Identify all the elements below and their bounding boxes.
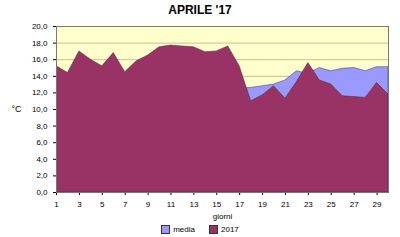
svg-text:14,0: 14,0 xyxy=(32,72,48,81)
svg-text:5: 5 xyxy=(100,200,105,209)
svg-text:27: 27 xyxy=(350,200,359,209)
svg-text:°C: °C xyxy=(11,104,22,114)
svg-text:11: 11 xyxy=(167,200,176,209)
svg-text:19: 19 xyxy=(258,200,267,209)
svg-text:29: 29 xyxy=(373,200,382,209)
svg-text:23: 23 xyxy=(304,200,313,209)
svg-text:7: 7 xyxy=(123,200,128,209)
html-text:media: media xyxy=(173,224,195,234)
svg-text:21: 21 xyxy=(281,200,290,209)
svg-text:18,0: 18,0 xyxy=(32,39,48,48)
svg-text:giorni: giorni xyxy=(213,212,233,221)
svg-text:1: 1 xyxy=(54,200,59,209)
svg-text:2,0: 2,0 xyxy=(36,171,48,180)
svg-text:17: 17 xyxy=(235,200,244,209)
svg-text:9: 9 xyxy=(146,200,151,209)
svg-text:0,0: 0,0 xyxy=(36,188,48,197)
svg-text:3: 3 xyxy=(77,200,82,209)
svg-text:4,0: 4,0 xyxy=(36,155,48,164)
svg-text:15: 15 xyxy=(212,200,221,209)
svg-text:13: 13 xyxy=(189,200,198,209)
svg-text:12,0: 12,0 xyxy=(32,88,48,97)
svg-text:10,0: 10,0 xyxy=(32,105,48,114)
svg-text:6,0: 6,0 xyxy=(36,138,48,147)
html-text:2017: 2017 xyxy=(221,224,239,234)
svg-text:20,0: 20,0 xyxy=(32,22,48,31)
svg-text:16,0: 16,0 xyxy=(32,55,48,64)
svg-text:25: 25 xyxy=(327,200,336,209)
html-text:APRILE '17: APRILE '17 xyxy=(168,3,232,17)
svg-text:8,0: 8,0 xyxy=(36,122,48,131)
